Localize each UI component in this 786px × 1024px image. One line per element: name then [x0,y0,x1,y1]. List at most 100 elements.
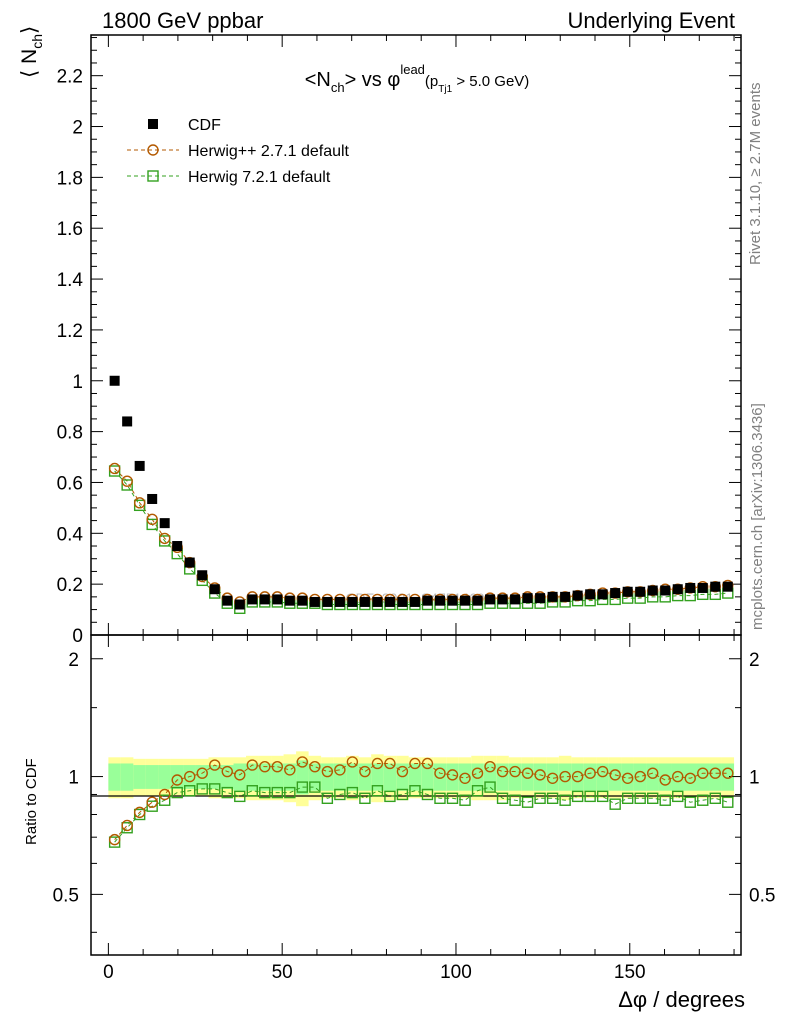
herwigpp-ratio-point [259,760,271,773]
y-label-open: ⟨ N [18,49,41,78]
cdf-point [172,541,183,552]
ratio-band-inner [108,763,121,791]
herwig7-ratio-point [446,792,459,804]
ratio-uncertainty-bands [108,751,735,807]
ratio-panel-frame [90,634,742,956]
herwig7-ratio-point [296,781,309,793]
herwig7-ratio-point [334,788,346,801]
ratio-band-inner [721,763,735,791]
ratio-band-inner [195,765,209,789]
cdf-point [722,581,733,592]
y-tick-label: 0.8 [57,423,83,444]
herwigpp-ratio-point [459,772,471,784]
mcplots-label: mcplots.cern.ch [arXiv:1306.3436] [749,403,766,630]
herwigpp-ratio-point [471,767,484,779]
y-label-sub: ch [29,34,45,49]
cdf-point [560,591,571,602]
ratio-band-inner [583,763,597,791]
herwig7-ratio-point [346,786,359,799]
legend-marker-circle [147,144,159,156]
herwigpp-point [108,462,121,475]
herwigpp-ratio-point [221,765,233,778]
herwigpp-ratio-point [171,774,183,786]
herwigpp-ratio-point [284,764,296,776]
cdf-point [309,596,320,607]
herwigpp-point [158,532,171,545]
cdf-point [622,586,633,597]
herwigpp-ratio-point [697,767,709,779]
ratio-tick-label-right: 1 [749,768,760,789]
herwig7-ratio-point [672,790,684,803]
herwig7-ratio-point [559,794,571,806]
cdf-point [259,594,270,605]
y-axis-label: ⟨ Nch⟩ [18,26,45,78]
y-tick-label: 1.4 [57,270,84,291]
ratio-band-inner [546,763,559,791]
herwig7-ratio-point [259,786,271,799]
cdf-point [247,594,258,605]
ratio-band-inner [120,763,134,791]
herwigpp-ratio-point [521,767,534,779]
ratio-band-inner [671,763,684,791]
cdf-point [522,593,533,604]
cdf-point [447,595,458,606]
ratio-band-inner [371,763,384,791]
cdf-point [284,595,295,606]
herwig7-ratio-point [396,788,409,801]
ratio-y-axis-label: Ratio to CDF [23,758,40,845]
cdf-point [472,595,483,606]
herwig7-ratio-point [384,790,396,803]
herwigpp-ratio-point [709,767,721,779]
ratio-tick-label: 2 [68,650,79,671]
cdf-point [222,595,233,606]
ratio-band-inner [346,763,359,791]
cdf-point [197,570,208,581]
herwig7-ratio-point [584,790,596,803]
y-tick-label: 0.4 [57,524,84,545]
herwigpp-ratio-point [384,757,396,770]
cdf-point [660,585,671,596]
cdf-point [510,594,521,605]
ratio-band-inner [709,763,722,791]
herwig7-ratio-point [534,792,546,804]
y-label-close: ⟩ [18,26,41,34]
legend-label: Herwig++ 2.7.1 default [188,143,350,160]
herwigpp-ratio-point [371,757,384,770]
herwigpp-ratio-point [484,760,496,773]
herwigpp-ratio-point [609,769,621,781]
herwigpp-ratio-point [196,767,208,779]
legend-marker-square [147,170,159,182]
collision-label: 1800 GeV ppbar [102,8,263,33]
x-tick-label: 150 [614,962,646,983]
ratio-band-inner [633,763,647,791]
x-tick-label: 0 [103,962,114,983]
ratio-band-inner [145,765,159,789]
cdf-point [372,596,383,607]
herwigpp-ratio-point [334,764,346,776]
y-tick-label: 2.2 [57,67,83,88]
cdf-point [535,593,546,604]
herwig7-ratio-point [209,783,221,795]
cdf-point [109,375,120,386]
ratio-band-inner [521,763,534,791]
herwigpp-ratio-point [184,770,196,783]
herwig7-ratio-point [509,794,521,806]
herwigpp-ratio-point [509,765,521,778]
cdf-point [272,594,283,605]
cdf-point [234,599,245,610]
herwig7-ratio-point [184,785,196,797]
herwigpp-ratio-point [647,767,659,779]
y-tick-label: 1.6 [57,219,83,240]
herwig7-ratio-point [309,781,321,793]
herwigpp-ratio-point [446,769,459,781]
ratio-band-inner [421,763,434,791]
herwig7-ratio-point [484,781,496,793]
herwig7-ratio-point [471,785,484,797]
herwig7-ratio-point [596,790,609,803]
herwigpp-ratio-point [634,770,646,783]
ratio-band-inner [696,763,710,791]
cdf-point [697,582,708,593]
title-main: <N [305,69,331,91]
cdf-point [547,591,558,602]
herwig7-ratio-point [647,792,659,804]
